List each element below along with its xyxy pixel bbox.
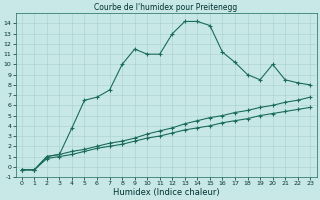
Title: Courbe de l'humidex pour Preitenegg: Courbe de l'humidex pour Preitenegg bbox=[94, 3, 238, 12]
X-axis label: Humidex (Indice chaleur): Humidex (Indice chaleur) bbox=[113, 188, 219, 197]
